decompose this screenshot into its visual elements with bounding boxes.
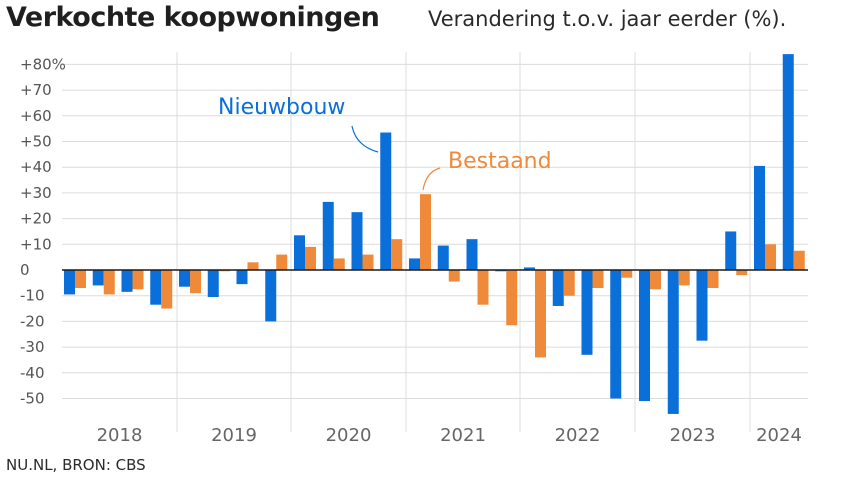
bar-bestaand (793, 250, 805, 270)
y-tick-label: +40 (20, 158, 52, 176)
bar-nieuwbouw (121, 270, 133, 292)
bar-bestaand (247, 262, 259, 270)
series-label-bestaand: Bestaand (448, 149, 552, 174)
bar-nieuwbouw (294, 235, 305, 270)
bar-bestaand (563, 270, 575, 296)
bar-nieuwbouw (236, 270, 248, 285)
bar-bestaand (305, 246, 316, 270)
bar-bestaand (678, 270, 690, 286)
bar-bestaand (650, 270, 661, 290)
y-tick-label: -10 (20, 287, 45, 305)
y-tick-label: +70 (20, 81, 52, 99)
bar-nieuwbouw (409, 258, 420, 270)
bar-nieuwbouw (179, 270, 190, 287)
source-note: NU.NL, BRON: CBS (6, 456, 146, 474)
x-year-label: 2023 (670, 425, 716, 446)
year-labels: 2018 2019 2020 2021 2022 2023 2024 (97, 425, 802, 446)
chart-title: Verkochte koopwoningen (6, 2, 380, 33)
bar-nieuwbouw (610, 270, 622, 399)
bar-bestaand (506, 270, 518, 326)
bar-bestaand (103, 270, 115, 295)
bar-bestaand (75, 270, 86, 288)
bar-nieuwbouw (667, 270, 679, 414)
y-tick-label: -30 (20, 338, 45, 356)
bar-bestaand (132, 270, 144, 290)
bar-nieuwbouw (64, 270, 75, 295)
bar-nieuwbouw (351, 212, 363, 270)
x-year-label: 2022 (555, 425, 601, 446)
bar-nieuwbouw (265, 270, 277, 322)
bar-nieuwbouw (754, 165, 765, 270)
bar-nieuwbouw (322, 201, 334, 270)
bar-nieuwbouw (437, 245, 449, 270)
y-tick-label: -20 (20, 312, 45, 330)
x-year-label: 2019 (211, 425, 257, 446)
bar-bestaand (333, 258, 345, 270)
y-tick-label: +50 (20, 133, 52, 151)
bar-bestaand (391, 239, 403, 270)
y-tick-label: +10 (20, 235, 52, 253)
bars (64, 54, 805, 414)
bar-bestaand (420, 194, 431, 270)
y-tick-labels: +80% +70 +60 +50 +40 +30 +20 +10 0 -10 -20 -30 -40 -5… (20, 55, 66, 407)
bar-nieuwbouw (380, 132, 392, 270)
y-tick-label: 0 (20, 261, 30, 279)
bar-bestaand (707, 270, 719, 288)
series-labels: Nieuwbouw Bestaand (218, 95, 552, 191)
bar-nieuwbouw (150, 270, 162, 305)
y-tick-label: +80% (20, 55, 66, 73)
nieuwbouw-leader-line (351, 125, 379, 153)
bestaand-leader-line (422, 167, 441, 191)
x-year-label: 2024 (756, 425, 802, 446)
bar-nieuwbouw (725, 231, 737, 270)
bar-nieuwbouw (696, 270, 708, 341)
y-tick-label: +60 (20, 107, 52, 125)
bar-nieuwbouw (639, 270, 650, 402)
bar-bestaand (535, 270, 546, 358)
bar-nieuwbouw (552, 270, 564, 306)
year-dividers (176, 52, 751, 432)
bar-bestaand (448, 270, 460, 282)
series-label-nieuwbouw: Nieuwbouw (218, 95, 345, 120)
gridlines (62, 63, 808, 399)
bar-nieuwbouw (524, 267, 535, 270)
chart-subtitle: Verandering t.o.v. jaar eerder (%). (428, 7, 787, 31)
bar-nieuwbouw (581, 270, 593, 355)
y-tick-label: +20 (20, 210, 52, 228)
y-tick-label: -40 (20, 364, 45, 382)
bar-bestaand (477, 270, 489, 305)
x-year-label: 2020 (326, 425, 372, 446)
bar-nieuwbouw (92, 270, 104, 286)
bar-nieuwbouw (207, 270, 219, 297)
bar-bestaand (765, 244, 776, 270)
bar-bestaand (362, 254, 374, 270)
y-tick-label: +30 (20, 184, 52, 202)
bar-bestaand (161, 270, 173, 309)
bar-nieuwbouw (782, 54, 794, 271)
x-year-label: 2021 (440, 425, 486, 446)
bar-bestaand (190, 270, 201, 294)
bar-bestaand (592, 270, 604, 288)
y-tick-label: -50 (20, 390, 45, 408)
bar-bestaand (736, 270, 748, 276)
bar-bestaand (276, 254, 288, 270)
bar-bestaand (621, 270, 633, 278)
bar-nieuwbouw (466, 239, 478, 270)
x-year-label: 2018 (97, 425, 143, 446)
